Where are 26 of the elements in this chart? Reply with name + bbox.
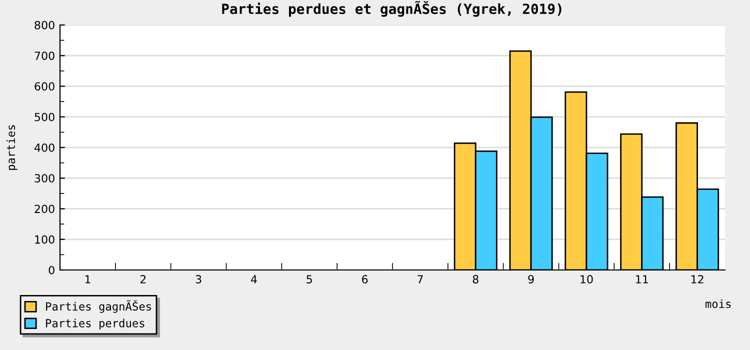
- y-tick-label: 500: [34, 112, 54, 122]
- x-tick-label: 12: [691, 275, 704, 284]
- y-tick-label: 400: [34, 143, 54, 152]
- y-tick-label: 700: [34, 52, 54, 60]
- x-tick-label: 11: [636, 275, 648, 284]
- y-tick-label: 100: [35, 235, 54, 244]
- x-tick-label: 8: [472, 275, 478, 284]
- x-tick-label: 5: [306, 275, 312, 284]
- y-axis-title: parties: [6, 125, 18, 170]
- x-tick-label: 4: [250, 275, 257, 284]
- x-tick-label: 6: [362, 275, 368, 284]
- chart-title: Parties perdues et gagnÃŠes (Ygrek, 2019): [222, 1, 562, 17]
- x-tick-label: 1: [85, 275, 90, 284]
- legend-label: Parties gagnÃŠes: [46, 300, 151, 313]
- x-tick-label: 10: [580, 275, 593, 284]
- x-tick-label: 7: [418, 275, 423, 284]
- y-tick-label: 600: [34, 82, 54, 91]
- y-tick-label: 200: [34, 204, 54, 214]
- x-tick-label: 3: [196, 275, 202, 284]
- y-tick-label: 300: [34, 174, 54, 183]
- legend-label: Parties perdues: [46, 318, 144, 330]
- x-tick-label: 9: [528, 275, 534, 284]
- x-axis-title: mois: [706, 299, 731, 308]
- y-tick-label: 800: [34, 20, 54, 30]
- x-tick-label: 2: [140, 275, 146, 284]
- y-tick-label: 0: [48, 266, 54, 274]
